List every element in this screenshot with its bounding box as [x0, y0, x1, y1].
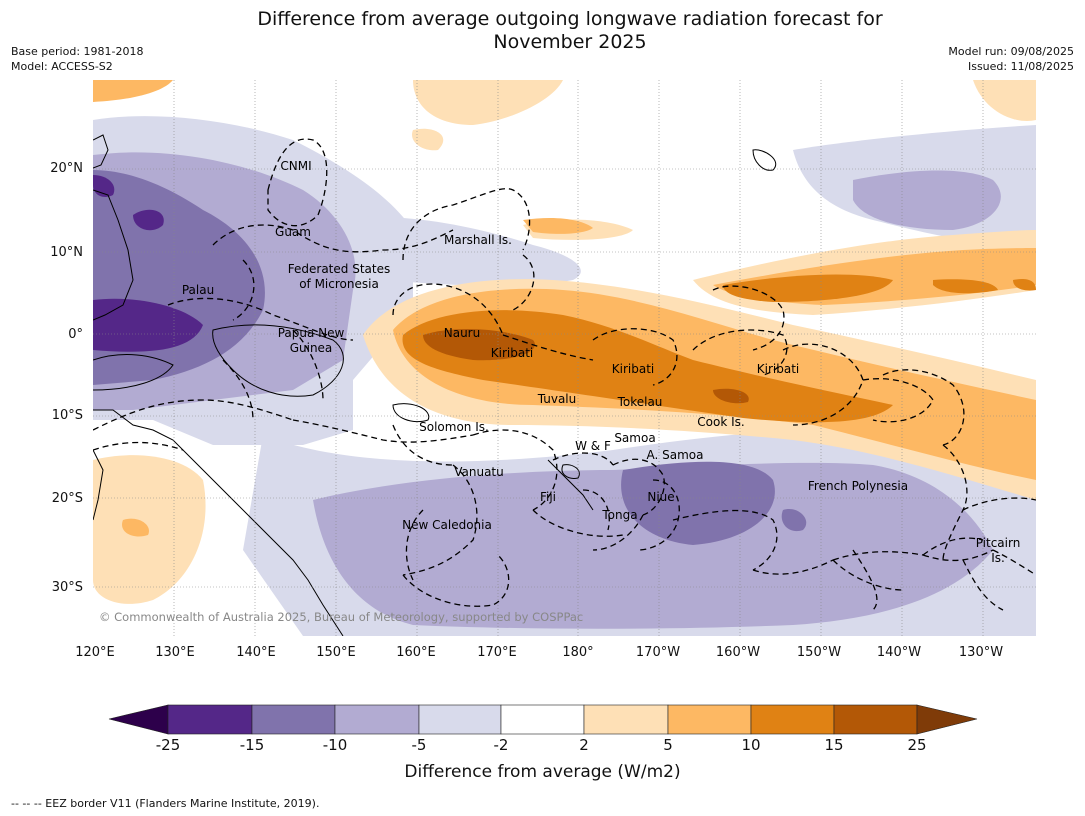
colorbar-segment-3 — [334, 704, 420, 735]
label-frenchpoly: French Polynesia — [808, 479, 908, 493]
lon-label-180: 180° — [562, 645, 594, 660]
colorbar — [108, 704, 978, 735]
lon-label-120e: 120°E — [75, 645, 115, 660]
label-tokelau: Tokelau — [617, 395, 663, 409]
label-niue: Niue — [647, 490, 674, 504]
label-samoa: Samoa — [614, 431, 655, 445]
label-tonga: Tonga — [601, 508, 637, 522]
label-newcal: New Caledonia — [402, 518, 492, 532]
label-wf: W & F — [575, 439, 611, 453]
label-kiribati-2: Kiribati — [612, 362, 654, 376]
lat-label-10s: 10°S — [51, 408, 83, 423]
label-kiribati-1: Kiribati — [491, 346, 533, 360]
label-pitcairn-2: Is. — [991, 551, 1005, 565]
colorbar-segment-5 — [500, 704, 585, 735]
label-nauru: Nauru — [444, 326, 480, 340]
lat-label-20s: 20°S — [51, 491, 83, 506]
lat-label-30s: 30°S — [51, 580, 83, 595]
model-info: Base period: 1981-2018 Model: ACCESS-S2 — [11, 44, 143, 74]
label-cnmi: CNMI — [280, 159, 311, 173]
label-cook: Cook Is. — [697, 415, 744, 429]
colorbar-segment-2 — [251, 704, 336, 735]
graticule — [93, 80, 1036, 636]
lon-label-160w: 160°W — [715, 645, 761, 660]
label-vanuatu: Vanuatu — [454, 465, 504, 479]
lon-label-170w: 170°W — [635, 645, 681, 660]
lat-label-0: 0° — [68, 327, 83, 342]
colorbar-segment-4 — [418, 704, 502, 735]
colorbar-label-4: -5 — [411, 736, 427, 754]
issued-date: Issued: 11/08/2025 — [967, 60, 1074, 73]
label-palau: Palau — [182, 283, 214, 297]
colorbar-label-2: -15 — [239, 736, 265, 754]
colorbar-label-10: 25 — [907, 736, 927, 754]
label-asamoa: A. Samoa — [647, 448, 704, 462]
eez-footnote: -- -- -- EEZ border V11 (Flanders Marine… — [11, 797, 320, 810]
label-solomon: Solomon Is. — [419, 420, 489, 434]
lat-label-10n: 10°N — [50, 245, 83, 260]
eez-borders — [93, 138, 1036, 611]
lon-label-150w: 150°W — [796, 645, 842, 660]
label-png-1: Papua New — [278, 326, 345, 340]
colorbar-label-8: 10 — [741, 736, 761, 754]
colorbar-label-5: -2 — [493, 736, 509, 754]
model-name: Model: ACCESS-S2 — [11, 60, 113, 73]
run-info: Model run: 09/08/2025 Issued: 11/08/2025 — [948, 44, 1074, 74]
anomaly-layer-minus25 — [93, 175, 203, 352]
colorbar-label-1: -25 — [155, 736, 181, 754]
colorbar-label-9: 15 — [824, 736, 844, 754]
colorbar-segment-6 — [583, 704, 669, 735]
lat-label-20n: 20°N — [50, 161, 83, 176]
label-fsm-2: of Micronesia — [299, 277, 379, 291]
colorbar-label-7: 5 — [663, 736, 673, 754]
colorbar-title: Difference from average (W/m2) — [404, 762, 681, 782]
colorbar-segment-1 — [167, 704, 253, 735]
base-period: Base period: 1981-2018 — [11, 45, 144, 58]
colorbar-segment-7 — [667, 704, 752, 735]
label-png-2: Guinea — [290, 341, 333, 355]
colorbar-label-3: -10 — [322, 736, 348, 754]
lon-label-150e: 150°E — [316, 645, 356, 660]
label-fsm-1: Federated States — [288, 262, 390, 276]
label-fiji: Fiji — [540, 490, 556, 504]
lon-label-130w: 130°W — [958, 645, 1004, 660]
coastlines — [93, 134, 776, 636]
label-guam: Guam — [275, 225, 311, 239]
region-labels: CNMI Guam Marshall Is. Federated States … — [182, 159, 1020, 565]
lon-label-140e: 140°E — [236, 645, 276, 660]
forecast-map: CNMI Guam Marshall Is. Federated States … — [93, 80, 1036, 636]
colorbar-high-extend — [916, 704, 978, 735]
title-line-1: Difference from average outgoing longwav… — [257, 8, 883, 30]
label-pitcairn-1: Pitcairn — [976, 536, 1021, 550]
lon-label-160e: 160°E — [396, 645, 436, 660]
attribution: © Commonwealth of Australia 2025, Bureau… — [99, 610, 583, 624]
colorbar-low-extend — [108, 704, 169, 735]
colorbar-label-6: 2 — [579, 736, 589, 754]
lon-label-140w: 140°W — [876, 645, 922, 660]
label-marshall: Marshall Is. — [444, 233, 512, 247]
colorbar-segment-9 — [833, 704, 918, 735]
label-kiribati-3: Kiribati — [757, 362, 799, 376]
model-run: Model run: 09/08/2025 — [948, 45, 1074, 58]
label-tuvalu: Tuvalu — [537, 392, 577, 406]
lon-label-130e: 130°E — [155, 645, 195, 660]
chart-title: Difference from average outgoing longwav… — [0, 8, 1085, 54]
title-line-2: November 2025 — [493, 31, 647, 53]
lon-label-170e: 170°E — [477, 645, 517, 660]
colorbar-segment-8 — [750, 704, 835, 735]
